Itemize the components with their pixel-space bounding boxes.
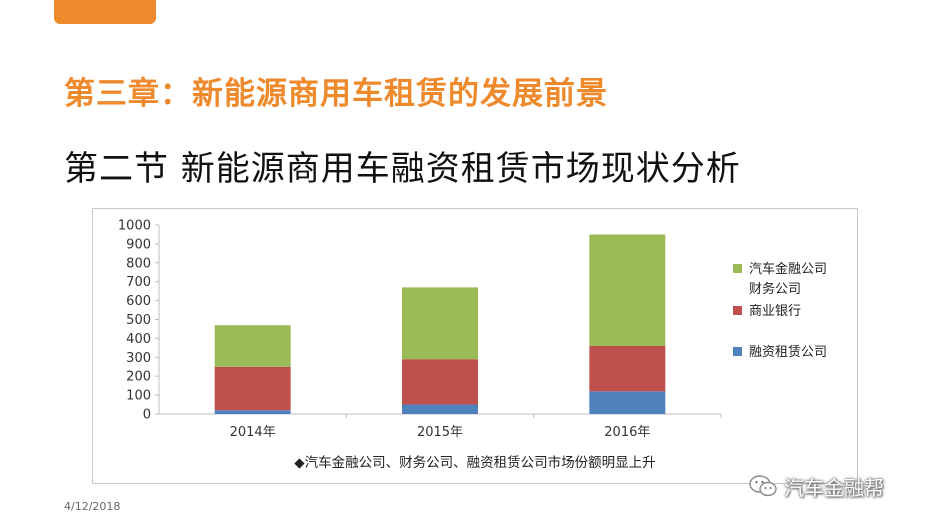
- y-tick-label: 1000: [118, 219, 151, 234]
- legend-label: 商业银行: [749, 304, 801, 319]
- chapter-title: 第三章：新能源商用车租赁的发展前景: [64, 76, 608, 112]
- bar-segment-1: [402, 359, 478, 405]
- header-accent-tab: [54, 0, 156, 24]
- y-tick-label: 400: [126, 332, 151, 347]
- legend-label: 融资租赁公司: [749, 345, 827, 360]
- bar-segment-2: [214, 325, 291, 367]
- chart-caption: ◆汽车金融公司、财务公司、融资租赁公司市场份额明显上升: [294, 454, 655, 471]
- chart-frame: 0 100 200 300 400 500 600 700 800 900 1000 2014年 201…: [92, 208, 858, 484]
- y-tick-label: 700: [126, 275, 151, 290]
- x-tick-label: 2016年: [604, 425, 650, 440]
- slide-date: 4/12/2018: [64, 500, 121, 513]
- y-tick-label: 500: [126, 313, 151, 328]
- legend-swatch: [733, 264, 742, 273]
- legend-label: 财务公司: [749, 281, 801, 297]
- legend-swatch: [733, 306, 742, 315]
- wechat-icon: [749, 475, 777, 497]
- y-tick-label: 900: [126, 237, 151, 252]
- bar-segment-2: [402, 287, 478, 360]
- bar-segment-1: [214, 366, 291, 411]
- x-tick-label: 2014年: [230, 425, 276, 440]
- watermark-text: 汽车金融帮: [784, 475, 884, 500]
- bar-segment-1: [589, 345, 666, 392]
- y-tick-label: 600: [126, 294, 151, 309]
- y-tick-label: 100: [126, 389, 151, 404]
- y-tick-label: 300: [126, 351, 151, 366]
- y-tick-label: 200: [126, 370, 151, 385]
- bar-segment-0: [402, 404, 478, 414]
- stacked-bar-chart: 0 100 200 300 400 500 600 700 800 900 1000 2014年 201…: [118, 219, 827, 472]
- y-tick-label: 800: [126, 256, 151, 271]
- bar-segment-2: [589, 234, 666, 346]
- legend-label: 汽车金融公司: [749, 261, 827, 277]
- legend-swatch: [733, 347, 742, 356]
- y-tick-label: 0: [143, 408, 151, 423]
- bar-segment-0: [214, 410, 291, 414]
- bar-segment-0: [589, 391, 666, 414]
- x-tick-label: 2015年: [417, 425, 463, 440]
- watermark: 汽车金融帮: [748, 471, 884, 501]
- section-title: 第二节 新能源商用车融资租赁市场现状分析: [64, 149, 741, 189]
